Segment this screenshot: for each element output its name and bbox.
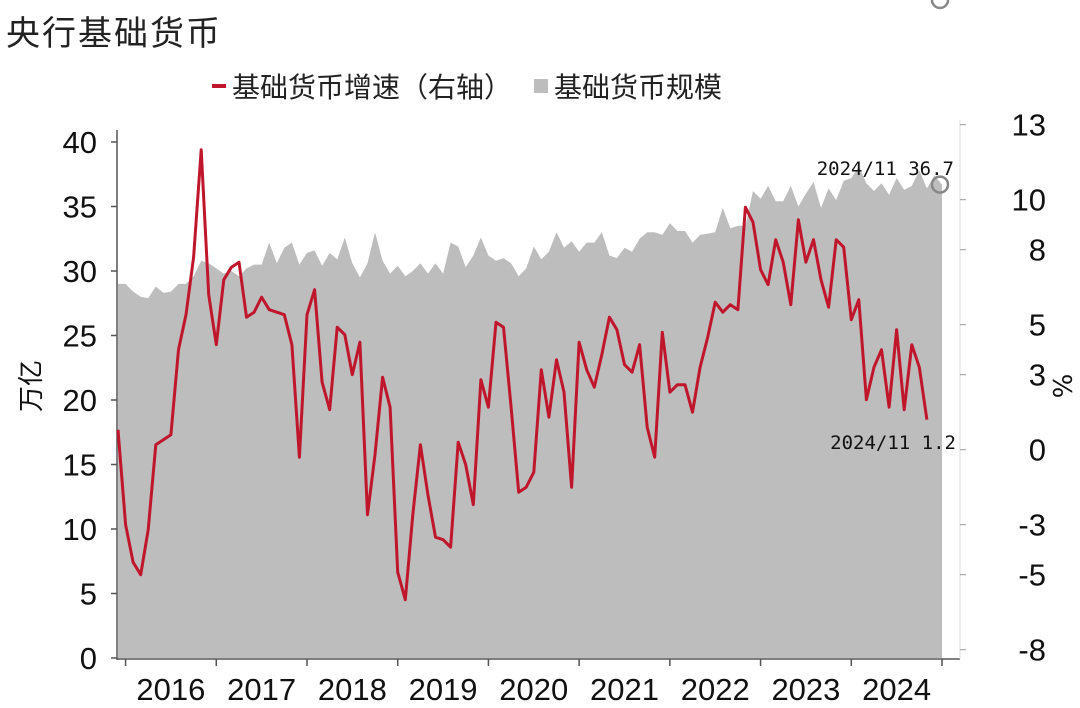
annotation-growth-latest: 2024/11 1.2 [830, 432, 956, 454]
right-tick-label: 10 [1012, 183, 1046, 218]
legend-item-growth: 基础货币增速（右轴） [212, 66, 512, 106]
x-tick-label-2024: 2024 [862, 672, 931, 707]
left-axis-title: 万亿 [17, 360, 47, 412]
right-tick-label: 5 [1029, 308, 1046, 343]
right-tick-label: 0 [1029, 433, 1046, 468]
chart-title: 央行基础货币 [6, 14, 222, 54]
left-tick-label: 40 [63, 125, 97, 160]
right-tick-label: 8 [1029, 233, 1046, 268]
x-tick-label-2020: 2020 [499, 672, 568, 707]
left-tick-label: 5 [80, 577, 97, 612]
marker-growth-latest [930, 0, 950, 10]
right-tick-label: -3 [1018, 508, 1046, 543]
left-tick-label: 25 [63, 319, 97, 354]
legend-item-scale: 基础货币规模 [534, 66, 722, 106]
legend-label-growth: 基础货币增速（右轴） [232, 71, 513, 104]
x-tick-label-2019: 2019 [409, 672, 478, 707]
x-tick-label-2021: 2021 [590, 672, 659, 707]
right-tick-label: 13 [1012, 108, 1046, 143]
x-tick-label-2017: 2017 [227, 672, 296, 707]
right-tick-label: -5 [1018, 558, 1046, 593]
right-tick-label: -8 [1018, 633, 1046, 668]
left-tick-label: 0 [80, 641, 97, 676]
x-tick-label-2018: 2018 [318, 672, 387, 707]
series-line-base-money-growth [116, 148, 929, 602]
series-area-base-money-scale [118, 166, 942, 658]
legend-line-swatch [212, 84, 226, 88]
x-tick-label-2022: 2022 [681, 672, 750, 707]
left-tick-label: 10 [63, 512, 97, 547]
right-axis-title: % [1046, 374, 1076, 399]
marker-scale-latest [930, 175, 950, 194]
left-tick-label: 30 [63, 254, 97, 289]
left-tick-label: 15 [63, 448, 97, 483]
legend-label-scale: 基础货币规模 [554, 71, 723, 104]
left-tick-label: 35 [63, 190, 97, 225]
legend-area-swatch [534, 79, 549, 93]
right-tick-label: 3 [1029, 358, 1046, 393]
left-tick-label: 20 [63, 383, 97, 418]
chart-legend: 基础货币增速（右轴） 基础货币规模 [212, 66, 744, 106]
annotation-scale-latest: 2024/11 36.7 [817, 158, 954, 180]
x-tick-label-2023: 2023 [771, 672, 840, 707]
x-tick-label-2016: 2016 [136, 672, 205, 707]
